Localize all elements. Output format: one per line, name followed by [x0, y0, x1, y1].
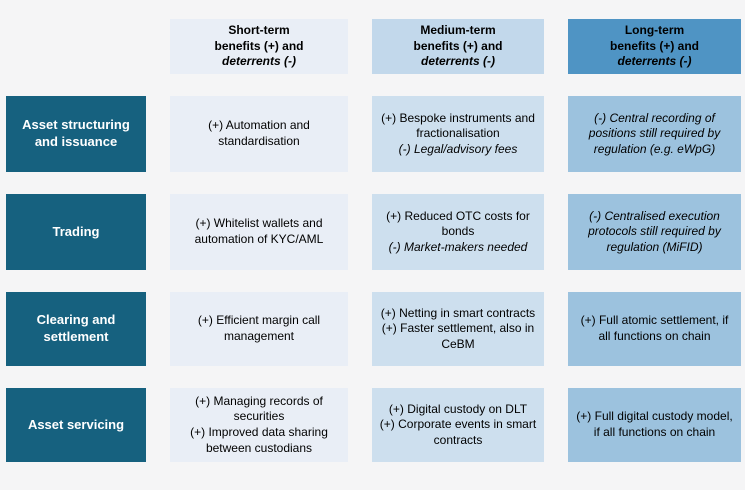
row-header-asset-servicing: Asset servicing — [6, 388, 146, 462]
cell-asset-servicing-medium-term: (+) Digital custody on DLT (+) Corporate … — [372, 388, 544, 462]
cell-asset-structuring-and-issuance-long-term: (-) Central recording of positions still… — [568, 96, 741, 172]
cell-entry: (+) Corporate events in smart contracts — [379, 417, 537, 447]
column-header-deterrents-label: deterrents (-) — [420, 54, 495, 69]
cell-entry: (+) Efficient margin call management — [197, 313, 321, 343]
cell-asset-servicing-long-term: (+) Full digital custody model, if all f… — [568, 388, 741, 462]
cell-entry: (-) Central recording of positions still… — [588, 110, 721, 156]
corner-spacer — [6, 19, 146, 74]
cell-entry: (+) Managing records of securities — [195, 393, 323, 424]
column-header-medium-term: Medium-term benefits (+) and deterrents (-… — [372, 19, 544, 74]
cell-trading-short-term: (+) Whitelist wallets and automation of … — [170, 194, 348, 270]
cell-asset-servicing-short-term: (+) Managing records of securities (+) Im… — [170, 388, 348, 462]
column-header-subtitle: benefits (+) and — [214, 38, 304, 53]
column-header-title: Medium-term — [420, 23, 496, 38]
column-header-title: Short-term — [228, 23, 290, 38]
cell-entry: (+) Digital custody on DLT — [388, 401, 528, 416]
cell-entry: (-) Market-makers needed — [388, 239, 528, 254]
cell-entry: (-) Centralised execution protocols stil… — [588, 208, 721, 254]
cell-clearing-and-settlement-medium-term: (+) Netting in smart contracts (+) Faster… — [372, 292, 544, 366]
row-header-clearing-and-settlement: Clearing and settlement — [6, 292, 146, 366]
cell-entry: (-) Legal/advisory fees — [398, 141, 518, 156]
cell-entry: (+) Full atomic settlement, if all funct… — [580, 313, 729, 343]
cell-entry: (+) Automation and standardisation — [208, 118, 310, 148]
cell-entry: (+) Faster settlement, also in CeBM — [381, 321, 535, 351]
column-header-subtitle: benefits (+) and — [413, 38, 503, 53]
cell-clearing-and-settlement-long-term: (+) Full atomic settlement, if all funct… — [568, 292, 741, 366]
column-header-subtitle: benefits (+) and — [609, 38, 699, 53]
column-header-deterrents-label: deterrents (-) — [617, 54, 692, 69]
column-header-long-term: Long-term benefits (+) and deterrents (-) — [568, 19, 741, 74]
cell-entry: (+) Improved data sharing between custod… — [190, 425, 328, 455]
cell-trading-medium-term: (+) Reduced OTC costs for bonds (-) Marke… — [372, 194, 544, 270]
cell-asset-structuring-and-issuance-short-term: (+) Automation and standardisation — [170, 96, 348, 172]
cell-entry: (+) Reduced OTC costs for bonds — [386, 208, 530, 239]
column-header-deterrents-label: deterrents (-) — [221, 54, 296, 69]
cell-entry: (+) Netting in smart contracts — [380, 305, 536, 320]
cell-trading-long-term: (-) Centralised execution protocols stil… — [568, 194, 741, 270]
row-header-asset-structuring-and-issuance: Asset structuring and issuance — [6, 96, 146, 172]
cell-clearing-and-settlement-short-term: (+) Efficient margin call management — [170, 292, 348, 366]
row-header-trading: Trading — [6, 194, 146, 270]
cell-entry: (+) Bespoke instruments and fractionalis… — [381, 110, 535, 141]
cell-entry: (+) Whitelist wallets and automation of … — [194, 216, 324, 246]
column-header-short-term: Short-term benefits (+) and deterrents (-) — [170, 19, 348, 74]
cell-asset-structuring-and-issuance-medium-term: (+) Bespoke instruments and fractionalis… — [372, 96, 544, 172]
matrix-grid: Short-term benefits (+) and deterrents (-)… — [6, 19, 741, 462]
column-header-title: Long-term — [624, 23, 685, 38]
cell-entry: (+) Full digital custody model, if all f… — [576, 409, 733, 439]
